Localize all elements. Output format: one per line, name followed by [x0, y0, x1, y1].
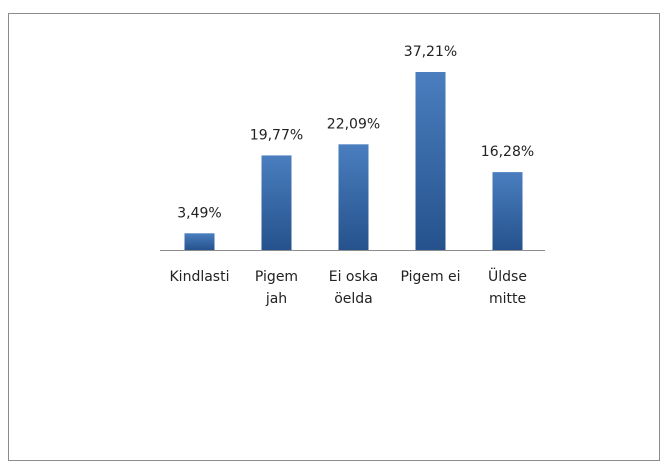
- bar: [492, 172, 523, 250]
- bar: [184, 233, 215, 250]
- bar: [415, 72, 446, 250]
- x-tick-label: jah: [265, 291, 287, 307]
- data-label: 3,49%: [177, 205, 221, 221]
- bar: [261, 155, 292, 250]
- x-tick-label: Kindlasti: [170, 269, 230, 285]
- x-tick-label: Pigem: [255, 269, 298, 285]
- data-label: 22,09%: [327, 116, 380, 132]
- data-label: 37,21%: [404, 44, 457, 60]
- data-label: 19,77%: [250, 127, 303, 143]
- data-label: 16,28%: [481, 144, 534, 160]
- x-tick-label: Üldse: [488, 267, 527, 285]
- x-tick-label: öelda: [334, 291, 373, 307]
- x-tick-label: mitte: [489, 291, 526, 307]
- chart-border: [8, 13, 660, 461]
- x-tick-label: Ei oska: [329, 269, 379, 285]
- bar: [338, 144, 369, 250]
- x-tick-label: Pigem ei: [400, 269, 460, 285]
